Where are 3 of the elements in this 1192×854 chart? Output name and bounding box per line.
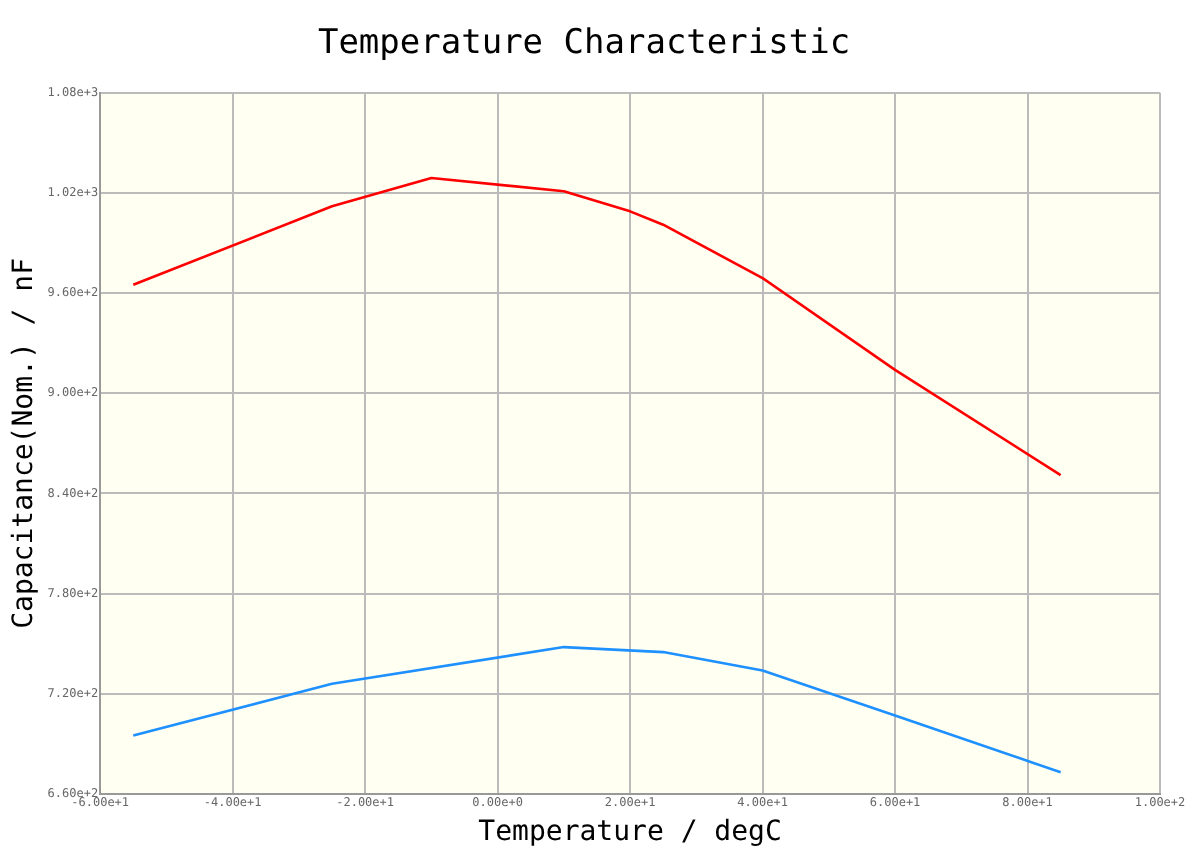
- y-axis-title: Capacitance(Nom.) / nF: [8, 257, 41, 629]
- x-axis-title: Temperature / degC: [478, 816, 782, 849]
- chart-title: Temperature Characteristic: [317, 23, 851, 64]
